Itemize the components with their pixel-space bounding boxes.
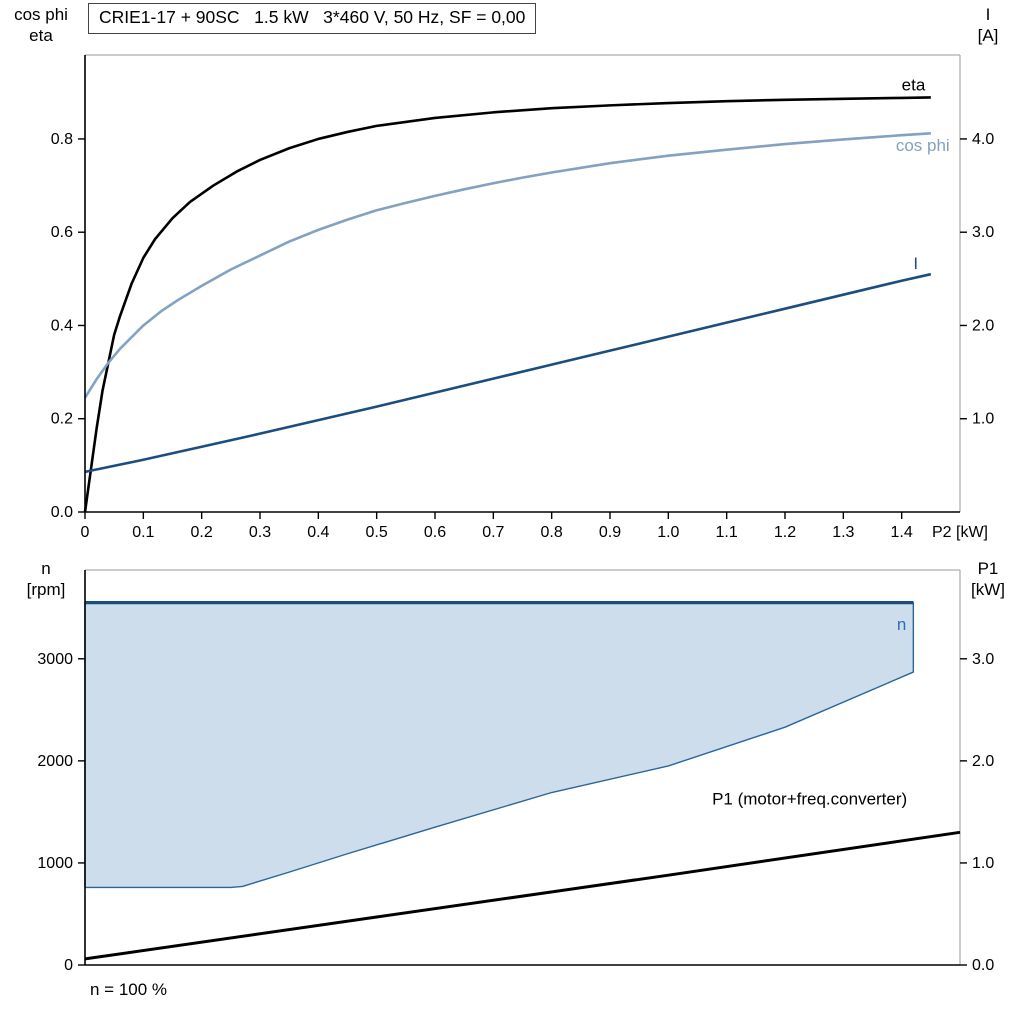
x-tick-label: 0.5 [366,524,388,541]
axis-title-line: [A] [977,26,999,45]
series-p1-motor-freq-converter- [84,830,961,961]
axis-title-line: n [41,559,51,578]
bottom-chart: 0 1000 2000 3000 0.0 1.0 2.0 3.0 n P1 (motor+freq… [37,569,994,974]
right-tick-label: 1.0 [972,411,994,428]
left-tick-label: 0.8 [51,131,73,148]
right-tick-label: 2.0 [972,317,994,334]
left-tick-label: 3000 [37,651,73,668]
left-tick-label: 1000 [37,855,73,872]
right-tick-label: 2.0 [972,753,994,770]
left-tick-label: 0.4 [51,317,73,334]
x-tick-label: 0.2 [191,524,213,541]
right-tick-label: 3.0 [972,651,994,668]
x-tick-label: 1.4 [891,524,913,541]
x-tick-label: 0.3 [249,524,271,541]
series-i [84,272,932,474]
x-tick-label: 0.7 [482,524,504,541]
x-tick-label: 0.9 [599,524,621,541]
series-cos-phi [83,132,931,399]
left-tick-label: 2000 [37,753,73,770]
right-tick-label: 4.0 [972,131,994,148]
axis-title-line: [rpm] [26,580,66,599]
curve-label-p1-motor-freq-converter-: P1 (motor+freq.converter) [712,790,907,809]
x-tick-label: 1.2 [774,524,796,541]
curve-label-i: I [913,254,918,273]
axis-title-line: cos phi [14,5,68,24]
x-tick-label: 0.4 [307,524,329,541]
top-right-axis-title: I [A] [952,4,1024,46]
right-tick-label: 3.0 [972,224,994,241]
chart-title-box: CRIE1-17 + 90SC 1.5 kW 3*460 V, 50 Hz, S… [88,3,537,34]
curve-label-n: n [897,615,906,634]
bottom-left-axis-title: n [rpm] [10,558,82,600]
top-left-axis-title: cos phi eta [5,4,77,46]
left-tick-label: 0 [64,957,73,974]
x-tick-label: 1.3 [832,524,854,541]
right-tick-label: 1.0 [972,855,994,872]
axis-title-line: [kW] [971,580,1005,599]
left-tick-label: 0.0 [51,504,73,521]
x-tick-label: 0.1 [132,524,154,541]
x-tick-label: P2 [kW] [932,524,988,541]
x-tick-label: 1.0 [657,524,679,541]
area-operating-envelope [84,601,915,889]
left-tick-label: 0.2 [51,411,73,428]
right-tick-label: 0.0 [972,957,994,974]
curve-label-eta: eta [902,75,926,94]
x-tick-label: 0.8 [541,524,563,541]
series-eta [83,96,931,513]
bottom-right-axis-title: P1 [kW] [952,558,1024,600]
axis-title-line: I [985,5,991,24]
top-chart: 0 0.1 0.2 0.3 0.4 0.5 0.6 0.7 0.8 0.9 1.0 1.1 1.2 1.3… [51,54,994,541]
left-tick-label: 0.6 [51,224,73,241]
axis-title-line: eta [29,26,53,45]
x-tick-label: 0.6 [424,524,446,541]
curve-label-cos-phi: cos phi [896,136,950,155]
speed-footnote: n = 100 % [90,980,168,999]
axis-title-line: P1 [977,559,999,578]
x-tick-label: 0 [81,524,90,541]
x-tick-label: 1.1 [716,524,738,541]
